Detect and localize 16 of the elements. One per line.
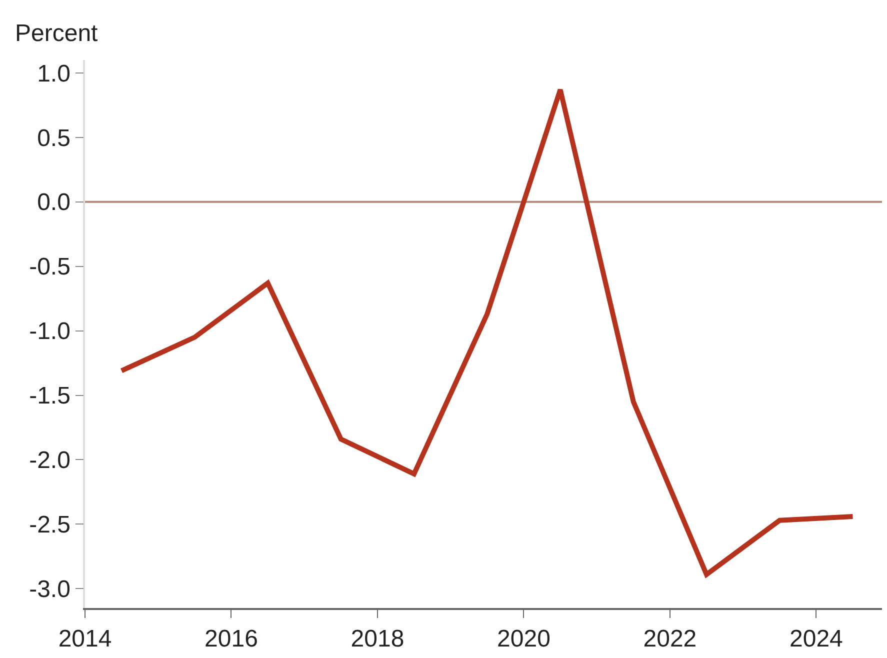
y-axis-title: Percent <box>15 20 98 47</box>
y-tick-label: -0.5 <box>29 254 70 281</box>
x-tick-label: 2018 <box>350 626 404 653</box>
x-tick-label: 2020 <box>497 626 550 653</box>
x-tick-label: 2014 <box>58 626 112 653</box>
x-tick-label: 2024 <box>789 626 843 653</box>
y-tick-label: 1.0 <box>37 60 70 88</box>
y-tick-label: 0.0 <box>37 189 70 216</box>
y-tick-label: -2.0 <box>29 447 70 474</box>
x-tick-label: 2016 <box>204 626 258 653</box>
y-tick-label: -2.5 <box>29 512 70 539</box>
x-tick-label: 2022 <box>643 626 697 653</box>
y-tick-label: 0.5 <box>37 124 70 152</box>
y-tick-label: -3.0 <box>29 576 70 604</box>
y-tick-label: -1.5 <box>29 382 70 410</box>
y-tick-label: -1.0 <box>29 318 70 346</box>
